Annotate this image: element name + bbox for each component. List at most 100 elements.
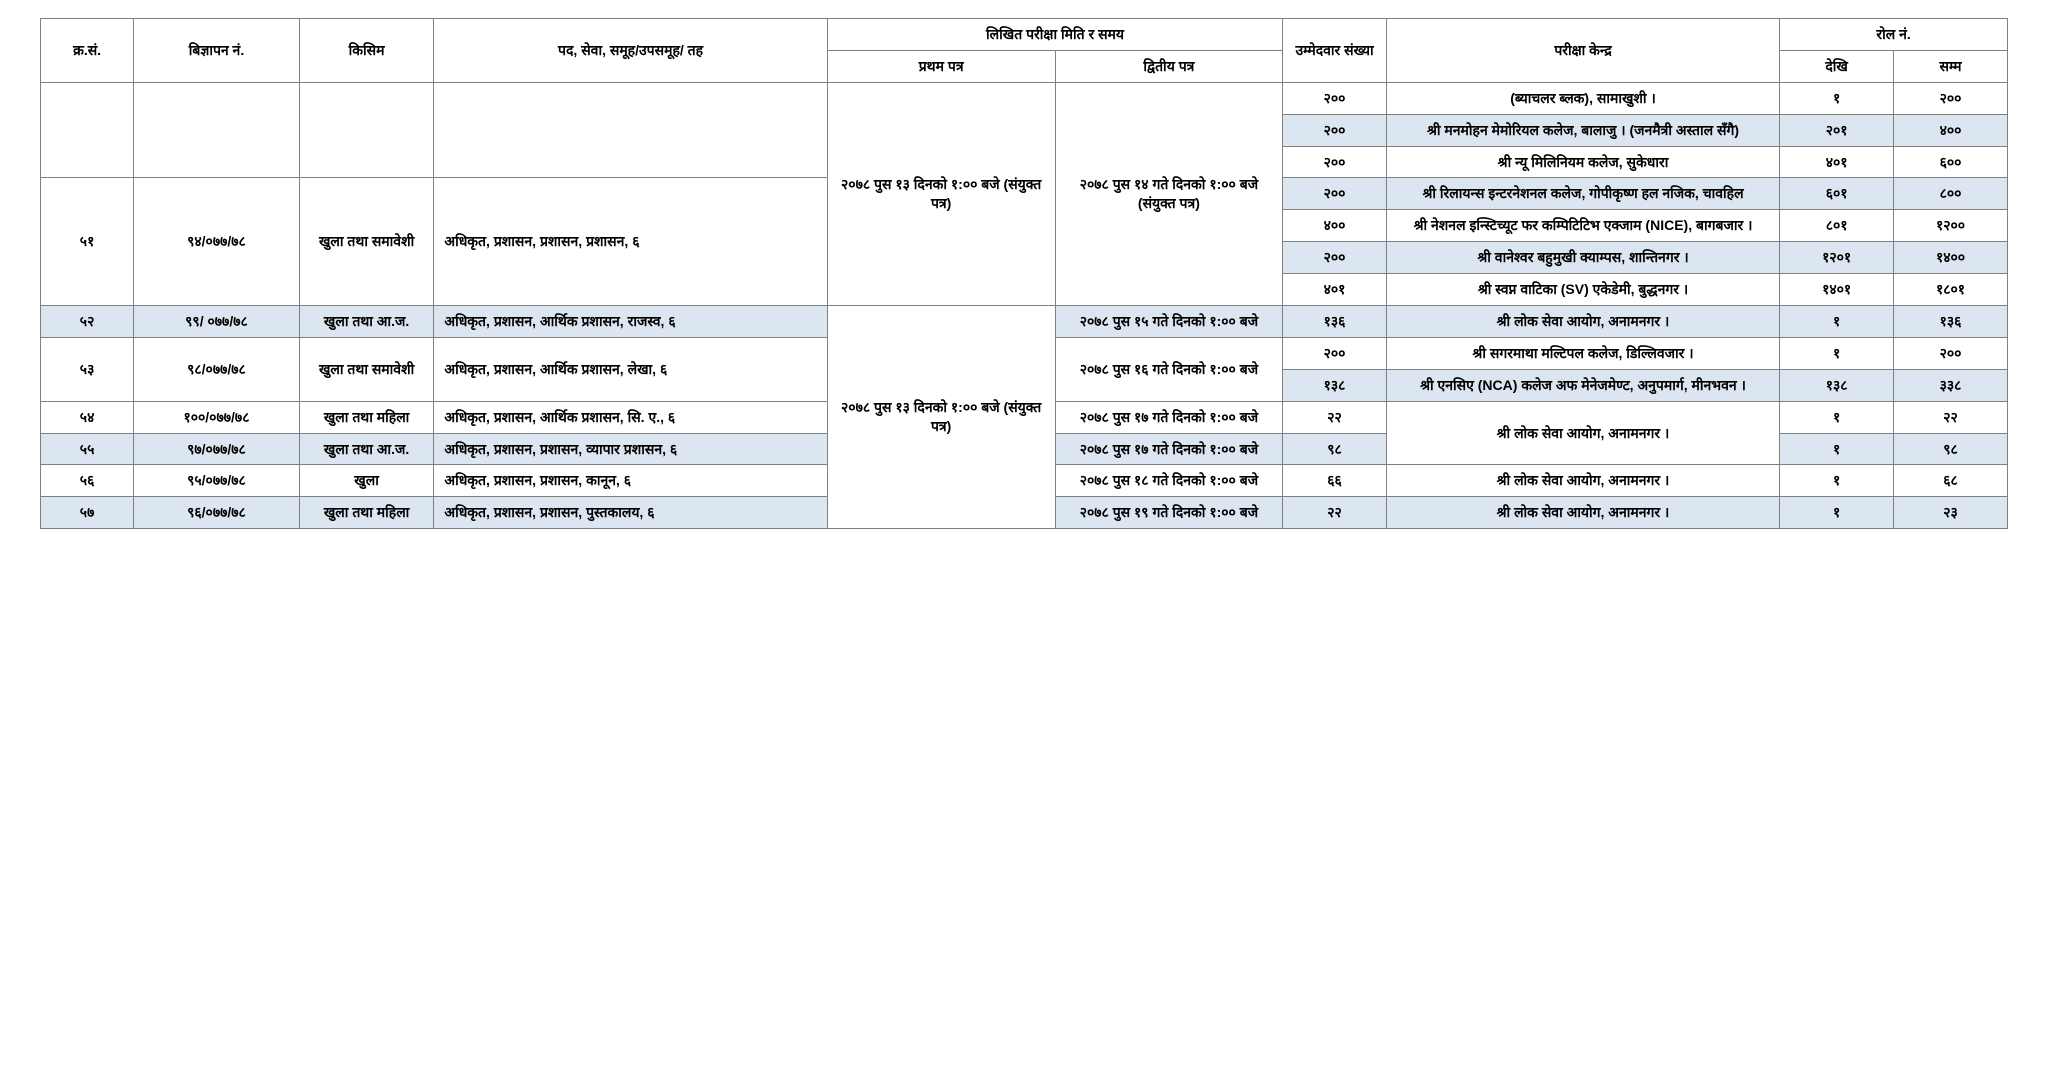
row-52: ५२९९/ ०७७/७८खुला तथा आ.ज.अधिकृत, प्रशासन… [41,306,2008,338]
col-adv: बिज्ञापन नं. [134,19,300,83]
cell-pad: अधिकृत, प्रशासन, आर्थिक प्रशासन, लेखा, ६ [434,337,827,401]
cell-sn: ५२ [41,306,134,338]
cell-center: श्री न्यू मिलिनियम कलेज, सुकेधारा [1386,146,1779,178]
cell-pad: अधिकृत, प्रशासन, प्रशासन, कानून, ६ [434,465,827,497]
cell-center: श्री नेशनल इन्स्टिच्यूट फर कम्पिटिटिभ एक… [1386,210,1779,242]
cell-roll-from: १ [1780,465,1894,497]
cell-cand: ९८ [1283,433,1387,465]
cell-kisim: खुला [299,465,434,497]
cell-center: श्री लोक सेवा आयोग, अनामनगर । [1386,306,1779,338]
cell-roll-to: १४०० [1894,242,2008,274]
cell-pad: अधिकृत, प्रशासन, आर्थिक प्रशासन, राजस्व,… [434,306,827,338]
col-paper2: द्वितीय पत्र [1055,50,1283,82]
cell-adv: ९६/०७७/७८ [134,497,300,529]
cell-roll-from: १२०१ [1780,242,1894,274]
cell-pad: अधिकृत, प्रशासन, प्रशासन, पुस्तकालय, ६ [434,497,827,529]
cell-roll-to: ६०० [1894,146,2008,178]
cell-roll-from: १ [1780,82,1894,114]
cell-roll-to: १२०० [1894,210,2008,242]
cell-kisim: खुला तथा आ.ज. [299,306,434,338]
cell-sn [41,82,134,178]
cell-paper2: २०७८ पुस १९ गते दिनको १:०० बजे [1055,497,1283,529]
cell-pad: अधिकृत, प्रशासन, प्रशासन, प्रशासन, ६ [434,178,827,306]
cell-center: (ब्याचलर ब्लक), सामाखुशी । [1386,82,1779,114]
header-row-1: क्र.सं. बिज्ञापन नं. किसिम पद, सेवा, समू… [41,19,2008,51]
cell-adv: १००/०७७/७८ [134,401,300,433]
cell-paper2: २०७८ पुस १७ गते दिनको १:०० बजे [1055,401,1283,433]
cell-sn: ५५ [41,433,134,465]
cell-kisim: खुला तथा महिला [299,401,434,433]
cell-cand: ६६ [1283,465,1387,497]
cell-center: श्री लोक सेवा आयोग, अनामनगर । [1386,401,1779,465]
cell-roll-from: १ [1780,306,1894,338]
cell-cand: २०० [1283,82,1387,114]
col-kisim: किसिम [299,19,434,83]
cell-roll-to: ९८ [1894,433,2008,465]
row-51-0: २०७८ पुस १३ दिनको १:०० बजे (संयुक्त पत्र… [41,82,2008,114]
cell-cand: १३८ [1283,369,1387,401]
cell-kisim [299,82,434,178]
cell-roll-from: ४०१ [1780,146,1894,178]
cell-roll-from: १ [1780,433,1894,465]
cell-adv: ९४/०७७/७८ [134,178,300,306]
cell-paper2: २०७८ पुस १४ गते दिनको १:०० बजे (संयुक्त … [1055,82,1283,305]
cell-sn: ५१ [41,178,134,306]
cell-center: श्री सगरमाथा मल्टिपल कलेज, डिल्लिवजार । [1386,337,1779,369]
cell-adv [134,82,300,178]
cell-adv: ९७/०७७/७८ [134,433,300,465]
cell-center: श्री वानेश्वर बहुमुखी क्याम्पस, शान्तिनग… [1386,242,1779,274]
cell-pad: अधिकृत, प्रशासन, प्रशासन, व्यापार प्रशास… [434,433,827,465]
cell-paper2: २०७८ पुस १६ गते दिनको १:०० बजे [1055,337,1283,401]
cell-kisim: खुला तथा समावेशी [299,178,434,306]
cell-center: श्री लोक सेवा आयोग, अनामनगर । [1386,465,1779,497]
cell-roll-from: १४०१ [1780,274,1894,306]
cell-adv: ९८/०७७/७८ [134,337,300,401]
cell-pad [434,82,827,178]
cell-cand: २०० [1283,146,1387,178]
cell-center: श्री लोक सेवा आयोग, अनामनगर । [1386,497,1779,529]
cell-roll-from: १ [1780,497,1894,529]
cell-paper1: २०७८ पुस १३ दिनको १:०० बजे (संयुक्त पत्र… [827,82,1055,305]
cell-roll-to: २२ [1894,401,2008,433]
col-roll-from: देखि [1780,50,1894,82]
cell-roll-to: ४०० [1894,114,2008,146]
cell-cand: २०० [1283,178,1387,210]
col-roll-to: सम्म [1894,50,2008,82]
cell-roll-to: १८०१ [1894,274,2008,306]
cell-cand: २०० [1283,114,1387,146]
cell-sn: ५७ [41,497,134,529]
cell-center: श्री मनमोहन मेमोरियल कलेज, बालाजु । (जनम… [1386,114,1779,146]
cell-roll-from: १३८ [1780,369,1894,401]
cell-roll-to: २०० [1894,337,2008,369]
cell-cand: १३६ [1283,306,1387,338]
cell-cand: २०० [1283,242,1387,274]
cell-cand: २०० [1283,337,1387,369]
cell-cand: ४०१ [1283,274,1387,306]
col-exam-date: लिखित परीक्षा मिति र समय [827,19,1283,51]
cell-cand: २२ [1283,401,1387,433]
cell-roll-to: ३३८ [1894,369,2008,401]
cell-center: श्री एनसिए (NCA) कलेज अफ मेनेजमेण्ट, अनु… [1386,369,1779,401]
cell-sn: ५४ [41,401,134,433]
cell-roll-to: १३६ [1894,306,2008,338]
col-cand: उम्मेदवार संख्या [1283,19,1387,83]
col-pad: पद, सेवा, समूह/उपसमूह/ तह [434,19,827,83]
cell-paper2: २०७८ पुस १७ गते दिनको १:०० बजे [1055,433,1283,465]
cell-roll-to: २०० [1894,82,2008,114]
cell-roll-from: २०१ [1780,114,1894,146]
cell-roll-from: ८०१ [1780,210,1894,242]
cell-center: श्री स्वप्न वाटिका (SV) एकेडेमी, बुद्धनग… [1386,274,1779,306]
exam-schedule-table: क्र.सं. बिज्ञापन नं. किसिम पद, सेवा, समू… [40,18,2008,529]
col-center: परीक्षा केन्द्र [1386,19,1779,83]
cell-cand: ४०० [1283,210,1387,242]
col-paper1: प्रथम पत्र [827,50,1055,82]
cell-paper2: २०७८ पुस १८ गते दिनको १:०० बजे [1055,465,1283,497]
col-roll: रोल नं. [1780,19,2008,51]
cell-pad: अधिकृत, प्रशासन, आर्थिक प्रशासन, सि. ए.,… [434,401,827,433]
cell-roll-to: २३ [1894,497,2008,529]
cell-paper2: २०७८ पुस १५ गते दिनको १:०० बजे [1055,306,1283,338]
cell-center: श्री रिलायन्स इन्टरनेशनल कलेज, गोपीकृष्ण… [1386,178,1779,210]
cell-cand: २२ [1283,497,1387,529]
cell-roll-to: ६८ [1894,465,2008,497]
cell-sn: ५६ [41,465,134,497]
